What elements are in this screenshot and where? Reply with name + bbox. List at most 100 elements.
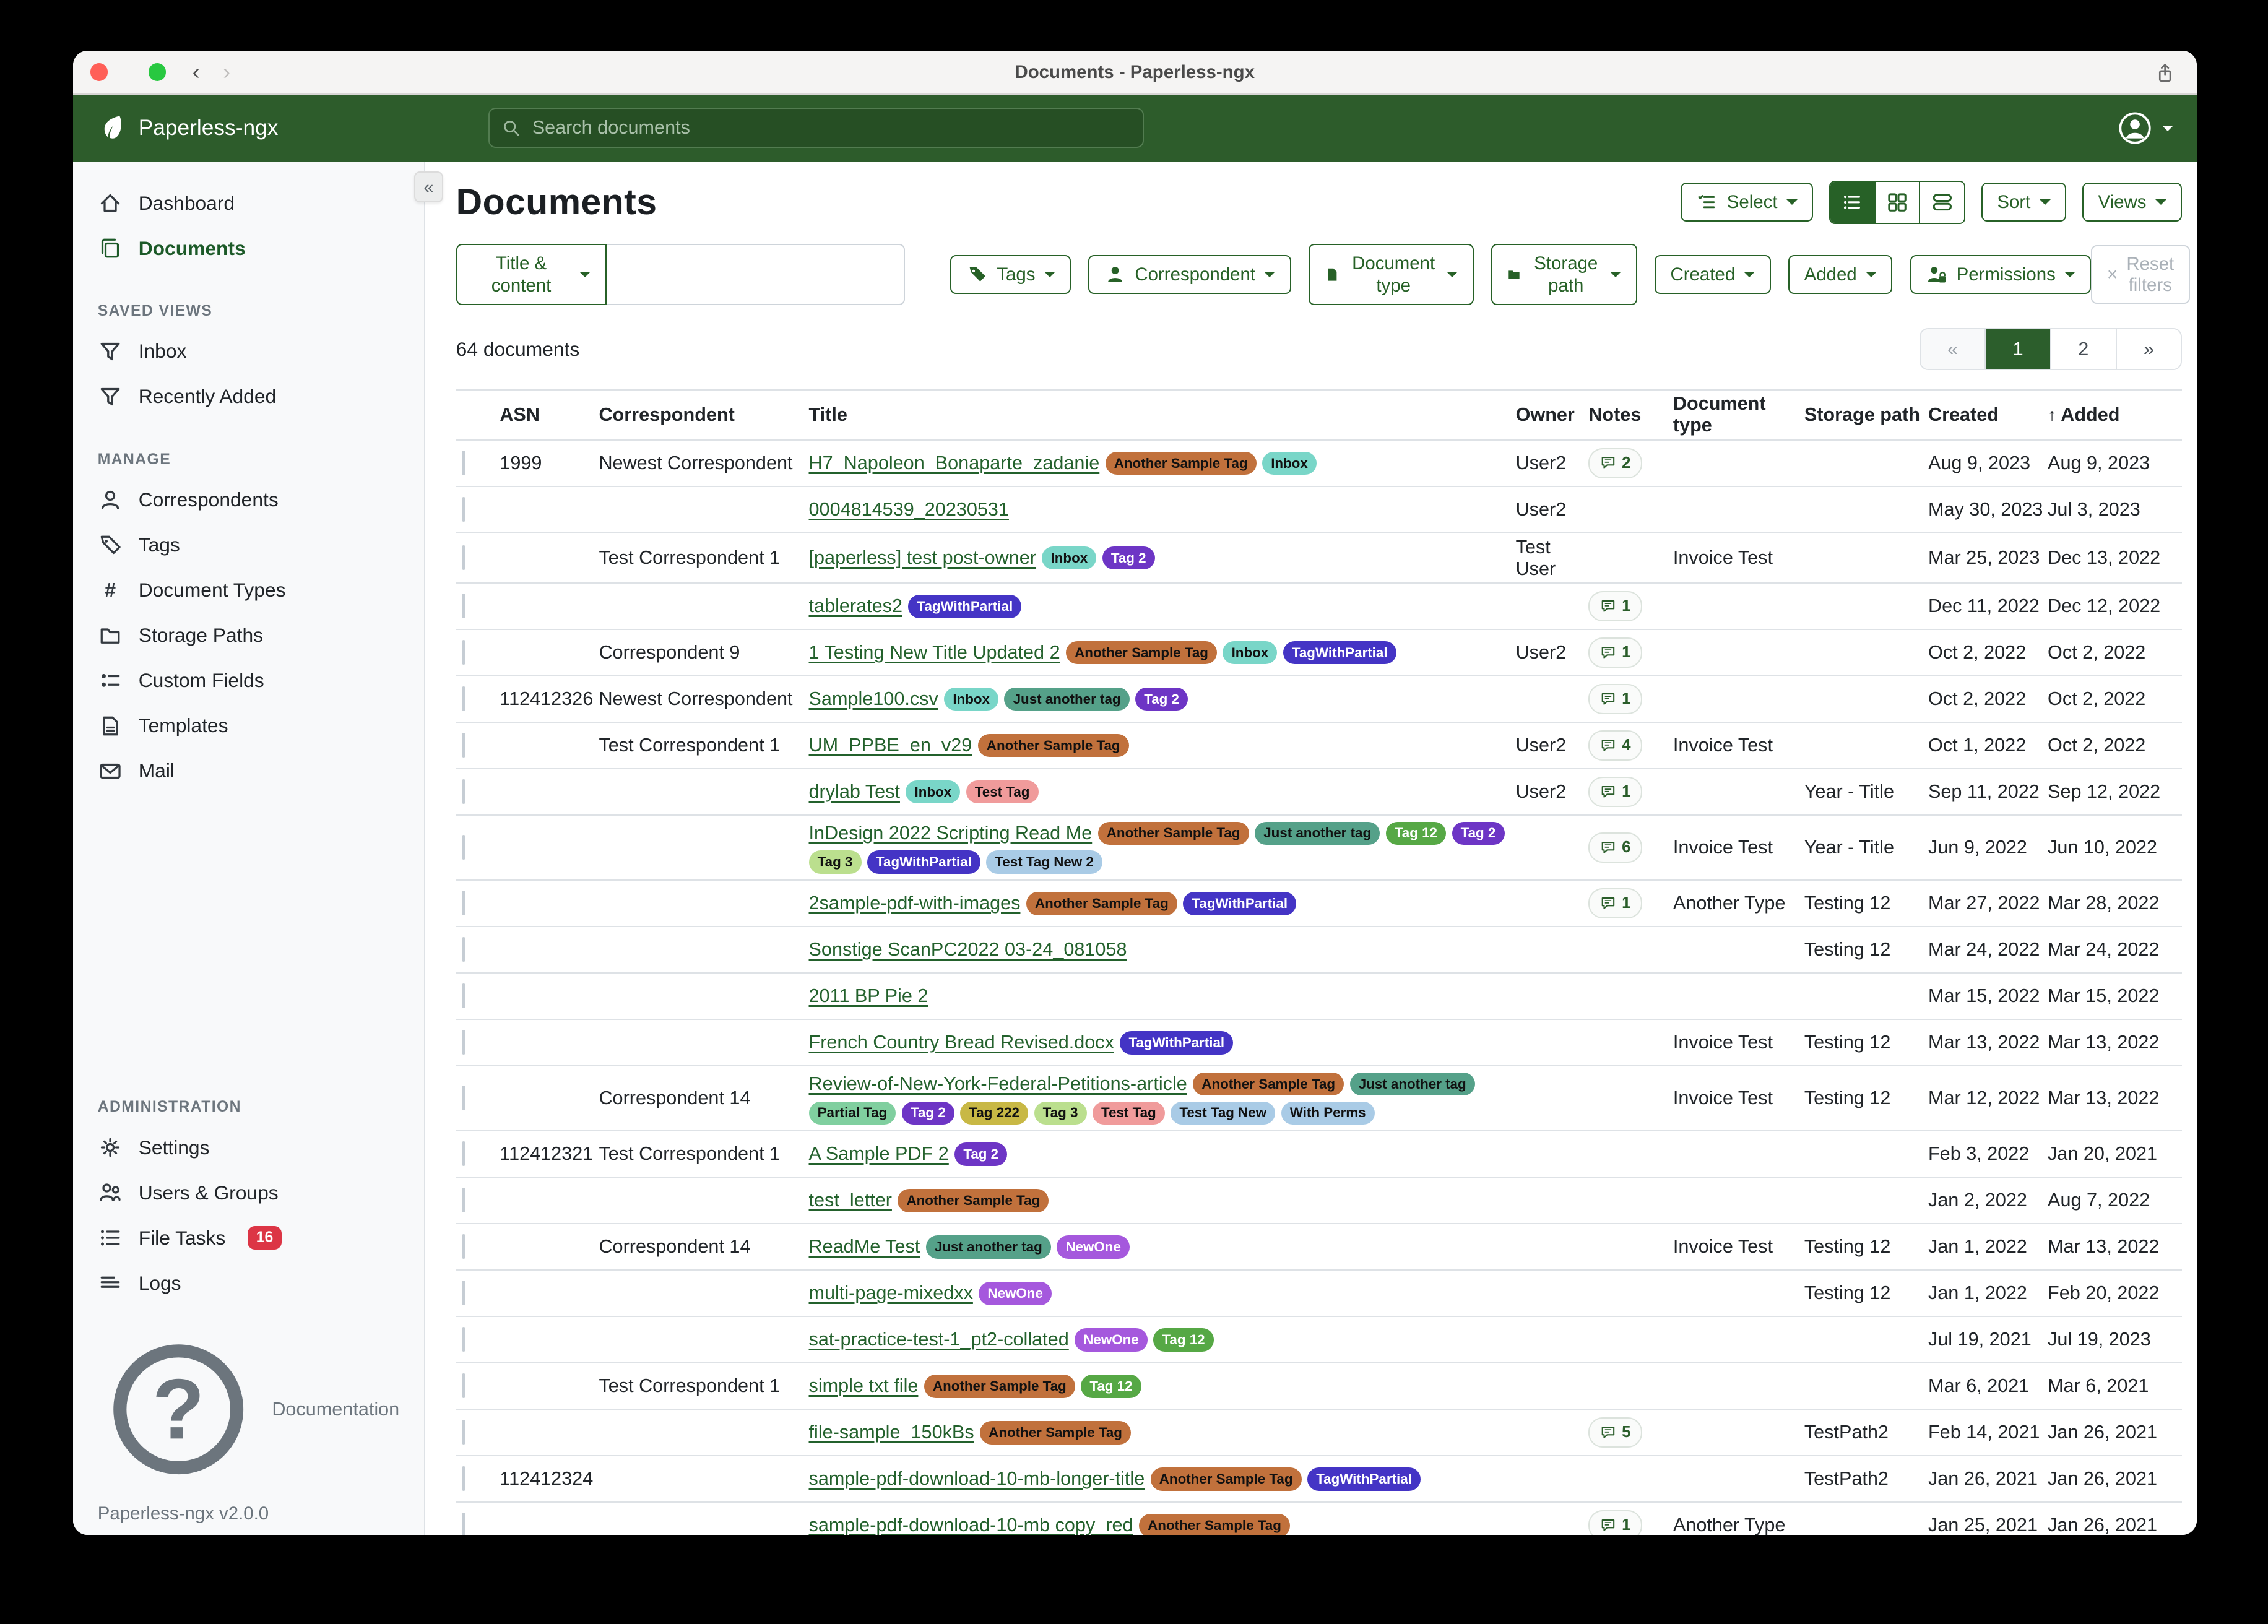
- document-link[interactable]: H7_Napoleon_Bonaparte_zadanie: [808, 452, 1100, 473]
- tag-tagwithpartial[interactable]: TagWithPartial: [1307, 1467, 1421, 1491]
- document-link[interactable]: [paperless] test post-owner: [808, 547, 1037, 569]
- row-checkbox[interactable]: [462, 835, 466, 860]
- minimize-window-button[interactable]: [119, 63, 137, 80]
- tag-inbox[interactable]: Inbox: [944, 688, 999, 711]
- sidebar-item-dashboard[interactable]: Dashboard: [73, 181, 425, 226]
- sidebar-item-custom-fields[interactable]: Custom Fields: [73, 658, 425, 703]
- tag-test-tag-new[interactable]: Test Tag New: [1171, 1101, 1276, 1125]
- user-menu[interactable]: [2118, 111, 2173, 145]
- sidebar-item-templates[interactable]: Templates: [73, 703, 425, 748]
- tag-tag-2[interactable]: Tag 2: [954, 1142, 1008, 1166]
- document-link[interactable]: sample-pdf-download-10-mb copy_red: [808, 1514, 1133, 1535]
- notes-badge[interactable]: 1: [1588, 1510, 1642, 1535]
- document-link[interactable]: file-sample_150kBs: [808, 1422, 974, 1443]
- tag-just-another-tag[interactable]: Just another tag: [1255, 821, 1380, 845]
- tag-another-sample-tag[interactable]: Another Sample Tag: [1193, 1072, 1344, 1096]
- pagination-page-2[interactable]: 2: [2049, 329, 2116, 369]
- close-window-button[interactable]: [90, 63, 108, 81]
- tag-another-sample-tag[interactable]: Another Sample Tag: [1097, 821, 1249, 845]
- document-link[interactable]: ReadMe Test: [808, 1236, 920, 1258]
- document-link[interactable]: Sonstige ScanPC2022 03-24_081058: [808, 939, 1127, 961]
- sidebar-collapse-button[interactable]: «: [413, 171, 443, 202]
- tag-newone[interactable]: NewOne: [979, 1282, 1052, 1305]
- document-link[interactable]: Sample100.csv: [808, 688, 938, 710]
- filter-correspondent-dropdown[interactable]: Correspondent: [1088, 255, 1291, 294]
- tag-tag-2[interactable]: Tag 2: [1452, 821, 1505, 845]
- column-header-created[interactable]: Created: [1928, 404, 1999, 425]
- view-grid-button[interactable]: [1874, 181, 1920, 223]
- row-checkbox[interactable]: [462, 450, 466, 475]
- tag-newone[interactable]: NewOne: [1075, 1328, 1148, 1352]
- document-link[interactable]: Review-of-New-York-Federal-Petitions-art…: [808, 1073, 1187, 1094]
- document-link[interactable]: A Sample PDF 2: [808, 1143, 949, 1165]
- row-checkbox[interactable]: [462, 545, 466, 571]
- tag-tag-12[interactable]: Tag 12: [1153, 1328, 1214, 1352]
- document-link[interactable]: drylab Test: [808, 781, 900, 803]
- row-checkbox[interactable]: [462, 1513, 466, 1535]
- row-checkbox[interactable]: [462, 640, 466, 665]
- tag-tag-3[interactable]: Tag 3: [1034, 1101, 1087, 1125]
- tag-inbox[interactable]: Inbox: [1042, 546, 1097, 570]
- tag-just-another-tag[interactable]: Just another tag: [1349, 1072, 1475, 1096]
- row-checkbox[interactable]: [462, 1466, 466, 1492]
- title-content-dropdown[interactable]: Title & content: [456, 244, 607, 305]
- app-brand[interactable]: Paperless-ngx: [73, 114, 449, 142]
- document-link[interactable]: 2011 BP Pie 2: [808, 985, 928, 1007]
- pagination-page-1[interactable]: 1: [1984, 329, 2050, 369]
- document-link[interactable]: sample-pdf-download-10-mb-longer-title: [808, 1468, 1145, 1490]
- tag-tag-2[interactable]: Tag 2: [1102, 546, 1155, 570]
- tag-inbox[interactable]: Inbox: [1262, 451, 1317, 475]
- tag-just-another-tag[interactable]: Just another tag: [925, 1235, 1051, 1259]
- tag-another-sample-tag[interactable]: Another Sample Tag: [924, 1375, 1075, 1398]
- notes-badge[interactable]: 6: [1588, 832, 1642, 863]
- views-dropdown[interactable]: Views: [2082, 183, 2183, 222]
- tag-just-another-tag[interactable]: Just another tag: [1004, 688, 1130, 711]
- tag-tagwithpartial[interactable]: TagWithPartial: [1183, 892, 1297, 915]
- tag-another-sample-tag[interactable]: Another Sample Tag: [1150, 1467, 1302, 1491]
- notes-badge[interactable]: 1: [1588, 888, 1642, 919]
- tag-tagwithpartial[interactable]: TagWithPartial: [1120, 1031, 1234, 1055]
- document-link[interactable]: simple txt file: [808, 1375, 919, 1397]
- row-checkbox[interactable]: [462, 1327, 466, 1352]
- sidebar-item-recently-added[interactable]: Recently Added: [73, 374, 425, 419]
- sidebar-item-mail[interactable]: Mail: [73, 748, 425, 793]
- document-link[interactable]: UM_PPBE_en_v29: [808, 735, 972, 756]
- row-checkbox[interactable]: [462, 891, 466, 916]
- document-link[interactable]: multi-page-mixedxx: [808, 1282, 973, 1304]
- zoom-window-button[interactable]: [149, 63, 167, 81]
- tag-inbox[interactable]: Inbox: [1223, 641, 1278, 665]
- notes-badge[interactable]: 5: [1588, 1417, 1642, 1448]
- tag-tag-2[interactable]: Tag 2: [1135, 688, 1188, 711]
- sidebar-item-inbox[interactable]: Inbox: [73, 329, 425, 374]
- tag-another-sample-tag[interactable]: Another Sample Tag: [980, 1421, 1132, 1445]
- document-link[interactable]: 2sample-pdf-with-images: [808, 892, 1021, 914]
- notes-badge[interactable]: 1: [1588, 684, 1642, 715]
- sidebar-item-settings[interactable]: Settings: [73, 1125, 425, 1170]
- column-header-title[interactable]: Title: [808, 404, 847, 425]
- share-icon[interactable]: [2154, 60, 2176, 86]
- tag-another-sample-tag[interactable]: Another Sample Tag: [1138, 1514, 1290, 1535]
- document-link[interactable]: French Country Bread Revised.docx: [808, 1032, 1114, 1053]
- document-link[interactable]: InDesign 2022 Scripting Read Me: [808, 822, 1093, 844]
- tag-test-tag-new-2[interactable]: Test Tag New 2: [986, 850, 1102, 874]
- document-link[interactable]: 1 Testing New Title Updated 2: [808, 642, 1060, 663]
- sidebar-item-users-groups[interactable]: Users & Groups: [73, 1170, 425, 1216]
- tag-tagwithpartial[interactable]: TagWithPartial: [1283, 641, 1396, 665]
- column-header-notes[interactable]: Notes: [1588, 404, 1642, 425]
- sidebar-item-document-types[interactable]: # Document Types: [73, 568, 425, 613]
- search-input[interactable]: [529, 116, 1131, 140]
- filter-created-dropdown[interactable]: Created: [1654, 255, 1771, 294]
- tag-another-sample-tag[interactable]: Another Sample Tag: [1026, 892, 1177, 915]
- sidebar-item-file-tasks[interactable]: File Tasks 16: [73, 1216, 425, 1261]
- tag-partial-tag[interactable]: Partial Tag: [808, 1101, 896, 1125]
- sidebar-item-logs[interactable]: Logs: [73, 1261, 425, 1306]
- back-icon[interactable]: ‹: [192, 59, 200, 84]
- view-cards-button[interactable]: [1919, 181, 1964, 223]
- sidebar-item-storage-paths[interactable]: Storage Paths: [73, 613, 425, 658]
- row-checkbox[interactable]: [462, 733, 466, 758]
- filter-added-dropdown[interactable]: Added: [1788, 255, 1893, 294]
- notes-badge[interactable]: 2: [1588, 448, 1642, 478]
- notes-badge[interactable]: 4: [1588, 730, 1642, 761]
- column-header-owner[interactable]: Owner: [1515, 404, 1575, 425]
- sort-dropdown[interactable]: Sort: [1981, 183, 2067, 222]
